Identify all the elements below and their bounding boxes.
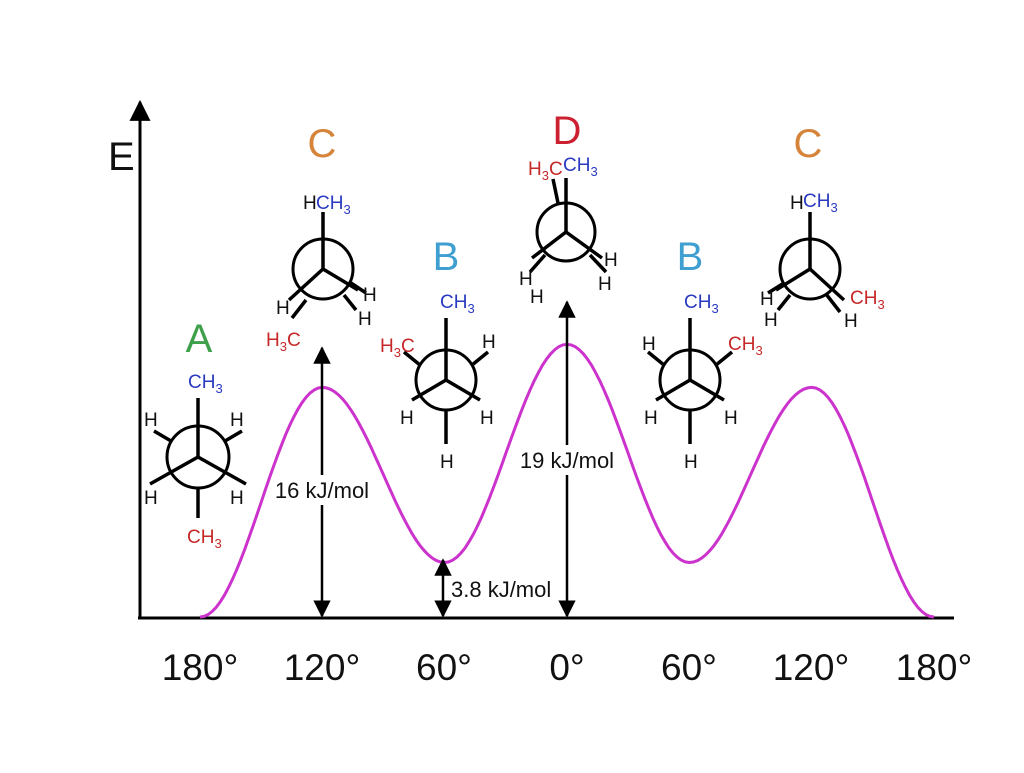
h-atom: H bbox=[230, 410, 244, 431]
annotation-16: 16 kJ/mol bbox=[275, 478, 369, 503]
methyl-back: CH3 bbox=[850, 288, 885, 312]
h-atom: H bbox=[760, 289, 774, 310]
x-tick-label: 0° bbox=[549, 647, 584, 688]
x-tick-label: 180° bbox=[162, 647, 239, 688]
h-atom: H bbox=[363, 285, 377, 306]
conformer-label-c: C bbox=[794, 122, 823, 166]
methyl-back: CH3 bbox=[187, 527, 222, 551]
h-atom: H bbox=[482, 332, 496, 353]
conformer-label-a: A bbox=[186, 317, 213, 361]
h-atom: H bbox=[276, 298, 290, 319]
newman-projection-c-right: H CH3 H H CH3 H bbox=[760, 191, 885, 332]
h-atom: H bbox=[480, 408, 494, 429]
h-atom: H bbox=[644, 408, 658, 429]
h-atom: H bbox=[604, 250, 618, 271]
h-atom: H bbox=[844, 311, 858, 332]
h-atom: H bbox=[400, 408, 414, 429]
methyl-front: CH3 bbox=[684, 292, 719, 316]
h-atom: H bbox=[303, 193, 317, 214]
conformer-label-c: C bbox=[308, 122, 337, 166]
newman-projection-b: CH3 H3C H H H H bbox=[380, 292, 496, 473]
x-tick-label: 60° bbox=[416, 647, 472, 688]
x-tick-label: 120° bbox=[773, 647, 850, 688]
h-atom: H bbox=[684, 452, 698, 473]
methyl-back: H3C bbox=[266, 330, 301, 354]
x-tick-label: 60° bbox=[661, 647, 717, 688]
conformer-label-d: D bbox=[553, 109, 582, 153]
annotation-19: 19 kJ/mol bbox=[520, 448, 614, 473]
annotation-3-8: 3.8 kJ/mol bbox=[451, 577, 551, 602]
h-atom: H bbox=[519, 269, 533, 290]
x-tick-label: 180° bbox=[896, 647, 973, 688]
newman-projection-d: H3C CH3 H H H H bbox=[519, 155, 618, 308]
label-backdrop bbox=[522, 445, 614, 475]
methyl-front: CH3 bbox=[316, 193, 351, 217]
h-atom: H bbox=[724, 408, 738, 429]
h-atom: H bbox=[642, 334, 656, 355]
conformer-label-b: B bbox=[433, 235, 460, 279]
h-atom: H bbox=[358, 309, 372, 330]
methyl-front: CH3 bbox=[803, 191, 838, 215]
methyl-back: H3C bbox=[380, 336, 415, 360]
methyl-front: CH3 bbox=[563, 155, 598, 179]
h-atom: H bbox=[598, 274, 612, 295]
newman-projection-a: CH3 H H H H CH3 bbox=[144, 372, 247, 551]
x-tick-label: 120° bbox=[284, 647, 361, 688]
h-atom: H bbox=[440, 452, 454, 473]
y-axis-label: E bbox=[108, 135, 135, 179]
h-atom: H bbox=[530, 287, 544, 308]
h-atom: H bbox=[230, 488, 244, 509]
newman-projection-c: H CH3 H H H H3C bbox=[266, 193, 377, 354]
h-atom: H bbox=[144, 488, 158, 509]
h-atom: H bbox=[790, 193, 804, 214]
h-atom: H bbox=[764, 310, 778, 331]
conformer-label-b: B bbox=[677, 235, 704, 279]
methyl-front: CH3 bbox=[188, 372, 223, 396]
label-backdrop bbox=[280, 475, 368, 505]
methyl-front: CH3 bbox=[440, 292, 475, 316]
methyl-back: H3C bbox=[528, 159, 563, 183]
methyl-back: CH3 bbox=[728, 334, 763, 358]
x-tick-labels: 180° 120° 60° 0° 60° 120° 180° bbox=[162, 647, 973, 688]
newman-projection-b-right: CH3 H CH3 H H H bbox=[642, 292, 763, 473]
h-atom: H bbox=[144, 410, 158, 431]
